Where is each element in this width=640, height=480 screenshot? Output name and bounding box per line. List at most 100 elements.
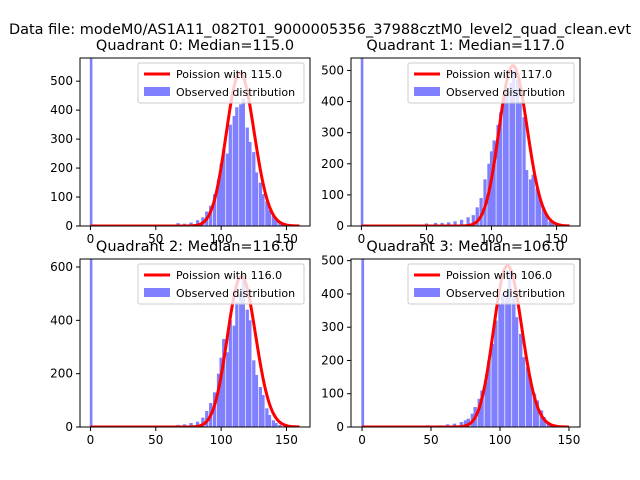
- histogram-bar: [548, 221, 552, 226]
- subplot-quadrant-3: Quadrant 3: Median=106.0 0 50 100 150 0 100 200…: [321, 239, 581, 447]
- histogram-bar: [491, 343, 495, 427]
- poisson-curve: [361, 264, 570, 427]
- legend-poisson-label: Poission with 106.0: [446, 269, 552, 282]
- histogram-bar: [216, 373, 221, 427]
- x-tick-label: 50: [419, 232, 434, 246]
- histogram-bar: [532, 393, 537, 427]
- histogram-bar: [535, 400, 539, 427]
- histogram-bar: [232, 115, 236, 226]
- histogram-bar: [498, 303, 502, 427]
- legend-observed-label: Observed distribution: [446, 287, 565, 300]
- histogram-bar: [248, 142, 252, 226]
- histogram-bar: [267, 210, 272, 226]
- histogram-bar: [475, 207, 479, 226]
- histogram-bar: [489, 151, 494, 226]
- y-tick-label: 100: [321, 188, 344, 202]
- subplot-title: Quadrant 3: Median=106.0: [366, 239, 564, 255]
- histogram-bar: [254, 172, 259, 226]
- x-tick-label: 0: [358, 232, 366, 246]
- histogram-bar: [551, 222, 555, 226]
- histogram-bar: [466, 418, 470, 427]
- histogram-bar: [274, 423, 278, 427]
- histogram-bar: [212, 194, 217, 226]
- histogram-bar: [254, 375, 259, 427]
- legend-observed-label: Observed distribution: [176, 287, 295, 300]
- histogram-bar: [499, 112, 503, 226]
- histogram-bar: [484, 382, 488, 427]
- histogram-bar: [252, 152, 256, 226]
- histogram-bar: [440, 222, 444, 226]
- histogram-bar: [459, 422, 464, 427]
- histogram-bar: [507, 270, 512, 427]
- axes-frame: [350, 57, 581, 227]
- histogram-bar: [505, 92, 509, 226]
- x-tick-label: 50: [423, 433, 438, 447]
- histogram-bar: [239, 293, 243, 427]
- y-tick-label: 500: [50, 74, 73, 88]
- histogram-bar: [222, 149, 226, 226]
- histogram-bar: [479, 198, 483, 226]
- histogram-bar-zero: [89, 259, 93, 427]
- histogram-bar: [515, 79, 520, 226]
- x-tick-label: 100: [210, 433, 233, 447]
- histogram-bar: [452, 423, 457, 427]
- legend-box: [407, 263, 575, 305]
- histogram-bar: [501, 293, 505, 427]
- x-tick-label: 0: [87, 232, 95, 246]
- y-tick-label: 500: [321, 254, 344, 268]
- histogram-bar: [228, 124, 232, 226]
- legend-observed-swatch: [414, 288, 440, 297]
- subplot-quadrant-1: Quadrant 1: Median=117.0 0 50 100 150 0 100 200…: [321, 38, 581, 246]
- y-tick-label: 200: [321, 157, 344, 171]
- x-tick-label: 50: [148, 433, 163, 447]
- histogram-bar: [480, 390, 484, 427]
- y-tick-label: 600: [50, 260, 73, 274]
- x-tick-label: 50: [148, 232, 163, 246]
- y-tick-label: 200: [321, 353, 344, 367]
- histogram-bar: [528, 179, 533, 226]
- histogram-bar-zero: [89, 58, 93, 226]
- x-tick-label: 0: [87, 433, 95, 447]
- histogram-bar: [195, 421, 200, 427]
- legend-box: [137, 62, 305, 104]
- subplot-grid: Quadrant 0: Median=115.0 0 50 100 150 0 100 200…: [50, 38, 581, 447]
- legend-observed-swatch: [414, 87, 440, 96]
- y-tick-label: 400: [50, 313, 73, 327]
- histogram-bar: [258, 387, 262, 427]
- histogram-bar: [487, 360, 491, 427]
- histogram-bar: [235, 301, 239, 427]
- y-tick-label: 300: [321, 126, 344, 140]
- histogram-bar: [195, 220, 200, 226]
- histogram-bar: [544, 215, 548, 226]
- histogram-bar: [235, 107, 239, 226]
- histogram-bar: [446, 222, 451, 226]
- y-tick-label: 400: [321, 95, 344, 109]
- histogram-bar: [216, 179, 221, 226]
- histogram-bar: [502, 96, 507, 226]
- y-tick-label: 200: [50, 161, 73, 175]
- histogram-bar: [541, 207, 546, 226]
- histogram-bar: [232, 325, 236, 427]
- subplot-quadrant-0: Quadrant 0: Median=115.0 0 50 100 150 0 100 200…: [50, 38, 311, 246]
- histogram-bar: [512, 297, 516, 427]
- histogram-bar: [219, 357, 223, 427]
- histogram-bar: [539, 410, 544, 427]
- legend-observed-label: Observed distribution: [176, 86, 295, 99]
- histogram-bar: [492, 140, 496, 226]
- histogram-bar: [505, 290, 509, 427]
- plot-area: [361, 259, 570, 427]
- histogram-bar-zero: [361, 259, 365, 427]
- subplot-title: Quadrant 2: Median=116.0: [96, 239, 294, 255]
- legend-box: [137, 263, 305, 305]
- histogram-bar: [466, 217, 470, 226]
- plot-area: [360, 58, 570, 226]
- histogram-bar: [189, 423, 193, 427]
- y-tick-label: 0: [65, 219, 73, 233]
- histogram-bar: [509, 82, 513, 226]
- y-tick-label: 300: [321, 320, 344, 334]
- histogram-bar: [265, 408, 269, 427]
- histogram-bar: [239, 104, 243, 226]
- histogram-bar: [463, 420, 468, 427]
- subplot-title: Quadrant 1: Median=117.0: [366, 38, 564, 54]
